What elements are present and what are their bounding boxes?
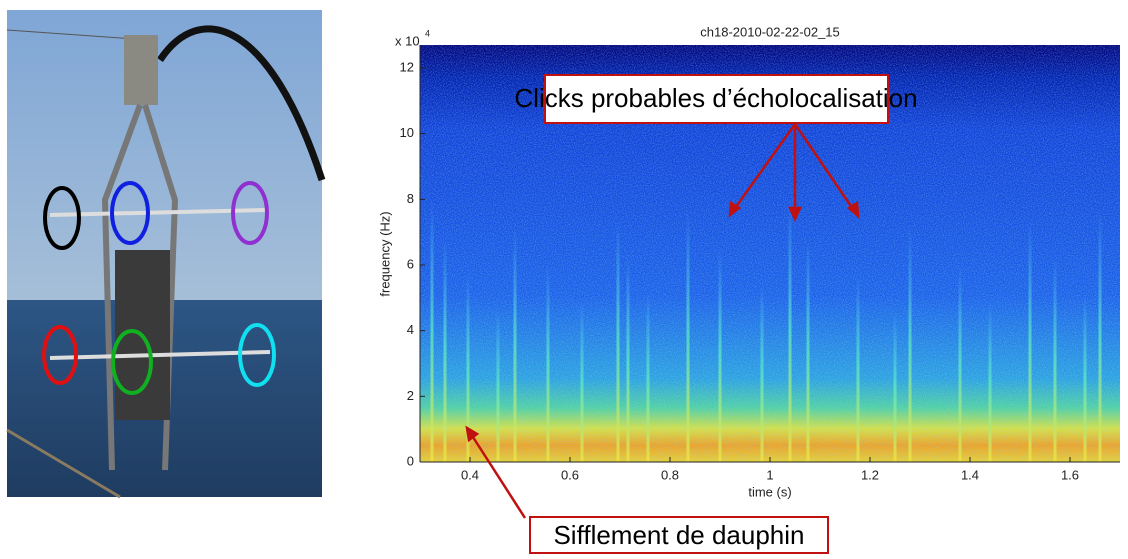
y-tick-label: 4: [407, 322, 414, 337]
click-streak: [1098, 211, 1102, 462]
click-streak: [443, 237, 447, 462]
x-tick-label: 0.6: [561, 467, 579, 482]
click-streak: [580, 302, 584, 462]
click-streak: [496, 311, 500, 462]
click-streak: [856, 275, 860, 462]
annotation-box: [529, 516, 829, 554]
click-streak: [958, 266, 962, 462]
annotation: Sifflement de dauphin: [553, 520, 804, 550]
y-tick-label: 8: [407, 191, 414, 206]
y-tick-label: 0: [407, 453, 414, 468]
click-streak: [988, 303, 992, 462]
y-axis-label: frequency (Hz): [377, 211, 392, 296]
photo: [6, 10, 326, 499]
y-multiplier-exponent: 4: [425, 28, 430, 38]
click-streak: [718, 247, 722, 462]
annotation-arrows: [465, 123, 860, 519]
click-streak: [893, 312, 897, 462]
x-tick-label: 1.2: [861, 467, 879, 482]
chart-title: ch18-2010-02-22-02_15: [700, 24, 840, 39]
click-streak: [760, 284, 764, 462]
x-tick-label: 0.4: [461, 467, 479, 482]
click-streak: [546, 265, 550, 462]
click-streak: [686, 210, 690, 462]
click-streak: [788, 201, 792, 462]
annotation-box: [544, 74, 889, 124]
y-multiplier: x 10: [395, 33, 420, 48]
annotation: Clicks probables d’écholocalisation: [514, 83, 917, 113]
x-axis-label: time (s): [748, 484, 791, 499]
click-streak: [430, 200, 434, 462]
click-streak: [1083, 294, 1087, 462]
click-streak: [626, 256, 630, 462]
click-streak: [908, 229, 912, 462]
x-tick-label: 0.8: [661, 467, 679, 482]
y-tick-label: 10: [400, 125, 414, 140]
click-streak: [1028, 220, 1032, 462]
click-streak: [806, 238, 810, 462]
y-tick-label: 6: [407, 256, 414, 271]
spectrogram-image: [420, 45, 1120, 462]
click-streak: [646, 293, 650, 462]
click-streak: [466, 274, 470, 462]
y-tick-label: 12: [400, 59, 414, 74]
click-streak: [1053, 257, 1057, 462]
click-streak: [616, 219, 620, 462]
x-tick-label: 1.4: [961, 467, 979, 482]
y-tick-label: 2: [407, 388, 414, 403]
click-streak: [513, 228, 517, 462]
axes: [419, 45, 1120, 463]
x-tick-label: 1: [766, 467, 773, 482]
x-tick-label: 1.6: [1061, 467, 1079, 482]
